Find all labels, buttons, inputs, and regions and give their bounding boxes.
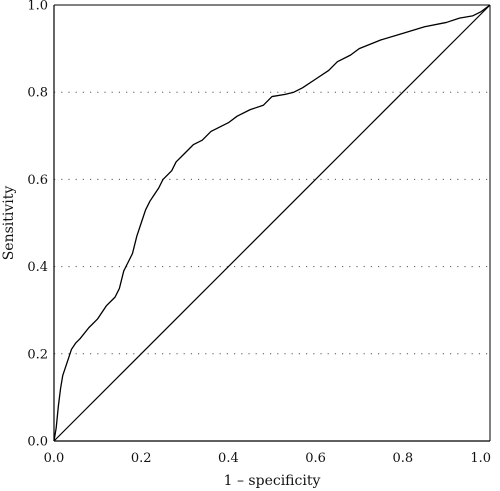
x-tick-label-5: 1.0 <box>470 451 491 466</box>
y-tick-label-2: 0.4 <box>27 260 48 275</box>
x-axis-title: 1 – specificity <box>224 473 321 489</box>
y-tick-label-1: 0.2 <box>27 347 48 362</box>
reference-line-line <box>53 4 491 442</box>
y-tick-label-3: 0.6 <box>27 173 48 188</box>
x-tick-label-4: 0.8 <box>392 451 413 466</box>
x-tick-label-3: 0.6 <box>305 451 326 466</box>
y-tick-label-5: 1.0 <box>27 0 48 14</box>
y-tick-label-4: 0.8 <box>27 86 48 101</box>
x-tick-label-2: 0.4 <box>218 451 239 466</box>
x-tick-label-0: 0.0 <box>44 451 65 466</box>
roc-curve-line <box>53 4 491 442</box>
x-tick-labels: 0.0 0.2 0.4 0.6 0.8 1.0 <box>44 451 491 466</box>
x-tick-label-1: 0.2 <box>131 451 152 466</box>
y-tick-labels: 0.0 0.2 0.4 0.6 0.8 1.0 <box>27 0 48 450</box>
y-axis-title: Sensitivity <box>1 186 17 261</box>
series <box>53 4 491 442</box>
y-tick-label-0: 0.0 <box>27 435 48 450</box>
